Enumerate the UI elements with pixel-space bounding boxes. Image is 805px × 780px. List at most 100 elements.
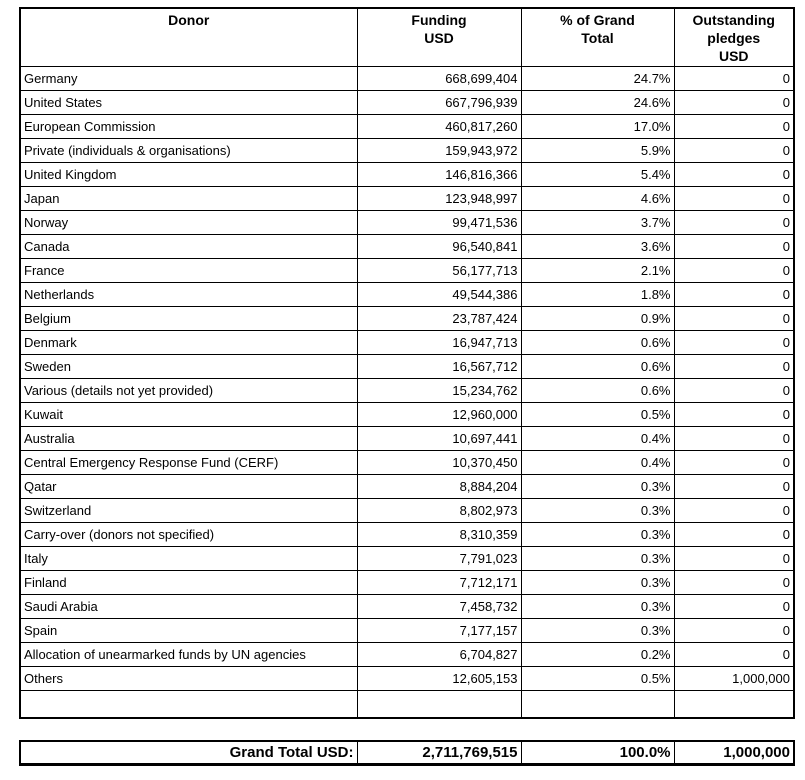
outstanding-cell: 0 [673,497,795,523]
funding-cell: 460,817,260 [356,113,522,139]
table-row: United Kingdom 146,816,366 5.4% 0 [19,161,795,187]
outstanding-cell: 0 [673,185,795,211]
percent-cell: 2.1% [520,257,675,283]
outstanding-cell: 0 [673,137,795,163]
funding-cell: 15,234,762 [356,377,522,403]
table-row: Denmark 16,947,713 0.6% 0 [19,329,795,355]
funding-cell: 668,699,404 [356,65,522,91]
table-row: Finland 7,712,171 0.3% 0 [19,569,795,595]
funding-cell: 12,605,153 [356,665,522,691]
percent-cell: 17.0% [520,113,675,139]
outstanding-cell: 0 [673,161,795,187]
outstanding-cell: 0 [673,473,795,499]
percent-cell: 3.6% [520,233,675,259]
percent-cell: 0.2% [520,641,675,667]
funding-cell: 7,712,171 [356,569,522,595]
percent-cell: 0.6% [520,329,675,355]
outstanding-cell: 0 [673,425,795,451]
donor-cell: Belgium [19,305,358,331]
percent-cell: 24.6% [520,89,675,115]
funding-cell: 8,310,359 [356,521,522,547]
grand-total-row: Grand Total USD: 2,711,769,515 100.0% 1,… [19,739,795,766]
donor-cell: Carry-over (donors not specified) [19,521,358,547]
outstanding-cell: 0 [673,113,795,139]
funding-cell: 49,544,386 [356,281,522,307]
funding-table: Donor Funding USD% of Grand Total Outstandin… [19,7,795,719]
outstanding-pledges-usd-column-header: Outstanding pledges USD [673,7,795,67]
table-row: Central Emergency Response Fund (CERF) 10… [19,449,795,475]
table-row: Canada 96,540,841 3.6% 0 [19,233,795,259]
funding-cell: 16,567,712 [356,353,522,379]
outstanding-cell: 0 [673,401,795,427]
funding-cell: 8,802,973 [356,497,522,523]
table-row: Italy 7,791,023 0.3% 0 [19,545,795,571]
funding-cell: 96,540,841 [356,233,522,259]
empty-cell [356,689,522,719]
funding-usd-column-header: Funding USD [356,7,522,67]
donor-cell: Norway [19,209,358,235]
percent-cell: 0.4% [520,449,675,475]
percent-cell: 0.3% [520,593,675,619]
donor-cell: Japan [19,185,358,211]
funding-cell: 56,177,713 [356,257,522,283]
header-row: Donor Funding USD% of Grand Total Outstandin… [19,7,795,67]
donor-cell: Qatar [19,473,358,499]
outstanding-cell: 0 [673,281,795,307]
table-row: United States 667,796,939 24.6% 0 [19,89,795,115]
donor-cell: Allocation of unearmarked funds by UN ag… [19,641,358,667]
table-row: Others 12,605,153 0.5% 1,000,000 [19,665,795,691]
donor-cell: Saudi Arabia [19,593,358,619]
funding-cell: 123,948,997 [356,185,522,211]
report-page: Donor Funding USD% of Grand Total Outstandin… [19,7,795,766]
outstanding-cell: 0 [673,305,795,331]
percent-cell: 0.3% [520,521,675,547]
funding-cell: 159,943,972 [356,137,522,163]
funding-cell: 7,791,023 [356,545,522,571]
empty-cell [673,689,795,719]
grand-total-table: Grand Total USD: 2,711,769,515 100.0% 1,… [19,739,795,766]
empty-cell [19,689,358,719]
outstanding-cell: 0 [673,65,795,91]
donor-cell: Germany [19,65,358,91]
donor-cell: Spain [19,617,358,643]
percent-cell: 0.3% [520,473,675,499]
outstanding-cell: 0 [673,521,795,547]
funding-cell: 16,947,713 [356,329,522,355]
table-row: Allocation of unearmarked funds by UN ag… [19,641,795,667]
donor-cell: Finland [19,569,358,595]
outstanding-cell: 0 [673,617,795,643]
table-row: Sweden 16,567,712 0.6% 0 [19,353,795,379]
table-row: Various (details not yet provided) 15,234… [19,377,795,403]
empty-row [19,689,795,719]
outstanding-cell: 0 [673,593,795,619]
percent-of-grand-total-column-header: % of Grand Total [520,7,675,67]
percent-cell: 5.9% [520,137,675,163]
grand-total-percent-value: 100.0% [520,739,675,766]
funding-cell: 7,458,732 [356,593,522,619]
percent-cell: 0.5% [520,665,675,691]
percent-cell: 0.6% [520,353,675,379]
donor-cell: Denmark [19,329,358,355]
outstanding-cell: 0 [673,89,795,115]
percent-cell: 0.5% [520,401,675,427]
donor-cell: Switzerland [19,497,358,523]
outstanding-cell: 0 [673,377,795,403]
donor-cell: Australia [19,425,358,451]
percent-cell: 0.3% [520,545,675,571]
funding-cell: 146,816,366 [356,161,522,187]
table-row: Private (individuals & organisations) 159… [19,137,795,163]
table-row: Germany 668,699,404 24.7% 0 [19,65,795,91]
percent-cell: 24.7% [520,65,675,91]
table-row: European Commission 460,817,260 17.0% 0 [19,113,795,139]
funding-cell: 667,796,939 [356,89,522,115]
outstanding-cell: 0 [673,329,795,355]
donor-cell: Others [19,665,358,691]
funding-cell: 23,787,424 [356,305,522,331]
outstanding-cell: 0 [673,449,795,475]
percent-cell: 3.7% [520,209,675,235]
donor-cell: Private (individuals & organisations) [19,137,358,163]
outstanding-cell: 0 [673,569,795,595]
donor-column-header: Donor [19,7,358,67]
grand-total-label: Grand Total USD: [19,739,358,766]
table-row: Japan 123,948,997 4.6% 0 [19,185,795,211]
